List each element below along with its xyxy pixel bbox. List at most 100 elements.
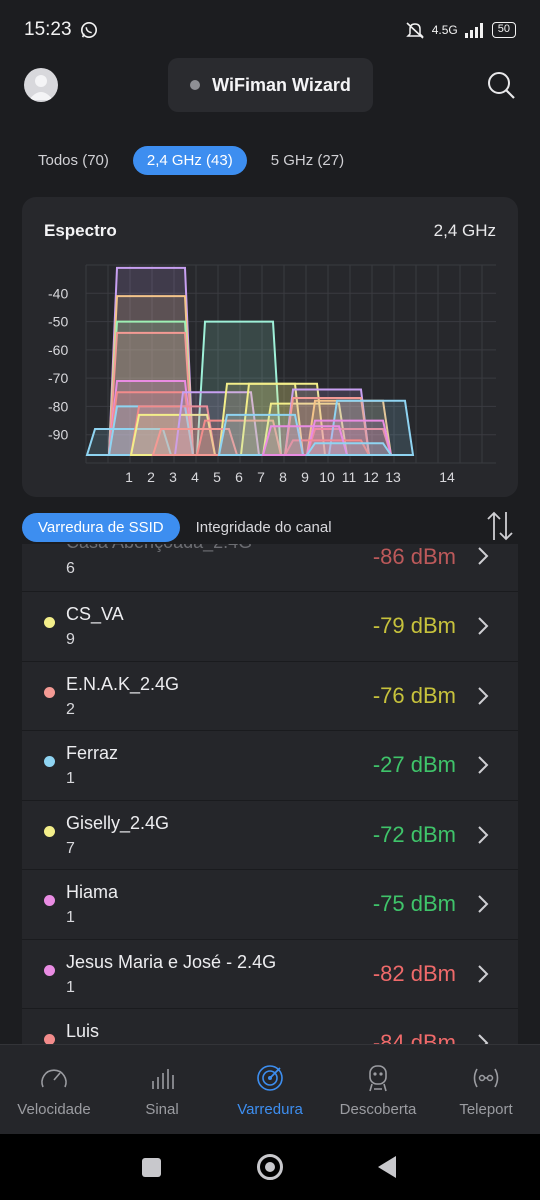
network-ssid: Ferraz — [66, 743, 119, 763]
nav-scan[interactable]: Varredura — [216, 1045, 324, 1134]
network-ssid: E.N.A.K_2.4G — [66, 673, 180, 694]
nav-discovery[interactable]: Descoberta — [324, 1045, 432, 1134]
tab-channel-health[interactable]: Integridade do canal — [195, 518, 332, 536]
network-list: Casa Abençoada_2.4G 6 -86 dBm CS_VA 9 -7… — [22, 544, 518, 1044]
signal-icon — [464, 23, 483, 38]
y-tick-label: -50 — [48, 314, 68, 330]
y-tick-label: -60 — [48, 342, 68, 358]
chevron-right-icon — [478, 547, 489, 565]
x-tick-label: 2 — [147, 469, 155, 485]
y-tick-label: -70 — [48, 370, 68, 386]
status-indicators: 4.5G 50 — [404, 21, 516, 39]
spectrum-title: Espectro — [44, 221, 117, 240]
filter-all[interactable]: Todos (70) — [38, 152, 109, 169]
network-channel: 1 — [66, 909, 75, 926]
mute-icon — [405, 22, 424, 39]
network-type: 4.5G — [431, 23, 458, 37]
network-ssid: Hiama — [66, 882, 119, 902]
nav-label: Sinal — [145, 1101, 179, 1118]
network-channel: 6 — [66, 560, 75, 577]
x-tick-label: 11 — [342, 469, 357, 485]
system-nav-bar — [0, 1134, 540, 1200]
recent-apps-button[interactable] — [142, 1158, 161, 1177]
scan-tabs: Varredura de SSID Integridade do canal — [22, 510, 518, 542]
network-color-dot — [44, 617, 55, 628]
network-signal: -84 dBm — [372, 1030, 456, 1044]
spectrum-band: 2,4 GHz — [433, 221, 496, 240]
home-button[interactable] — [257, 1154, 283, 1180]
app-header: WiFiman Wizard — [0, 56, 540, 114]
x-tick-label: 7 — [257, 469, 265, 485]
battery-indicator: 50 — [491, 22, 516, 38]
x-tick-label: 8 — [279, 469, 287, 485]
network-signal: -86 dBm — [372, 544, 456, 569]
chevron-right-icon — [478, 756, 489, 774]
network-ssid: Jesus Maria e José - 2.4G — [66, 951, 277, 972]
x-tick-label: 5 — [213, 469, 221, 485]
y-tick-label: -40 — [48, 285, 68, 301]
avatar[interactable] — [24, 68, 58, 102]
nav-speed[interactable]: Velocidade — [0, 1045, 108, 1134]
x-tick-label: 1 — [125, 469, 133, 485]
chevron-right-icon — [478, 1034, 489, 1044]
x-tick-label: 4 — [191, 469, 199, 485]
network-channel: 9 — [66, 631, 75, 648]
network-signal: -82 dBm — [372, 960, 456, 986]
channel-curve — [305, 442, 393, 456]
x-tick-label: 14 — [439, 469, 455, 485]
x-tick-label: 12 — [363, 469, 379, 485]
network-color-dot — [44, 1034, 55, 1044]
y-tick-label: -80 — [48, 398, 68, 414]
nav-signal[interactable]: Sinal — [108, 1045, 216, 1134]
spectrum-card: Espectro 2,4 GHz -40 -50 -60 -70 -80 -90 1 2 3 4 5… — [22, 197, 518, 497]
channel-curve — [151, 428, 239, 456]
spectrum-chart: -40-50-60-70-80-901 2 3 4 5 6 7 8 9 10 11 12 13 14 — [48, 264, 496, 485]
x-tick-label: 6 — [235, 469, 243, 485]
network-row[interactable]: E.N.A.K_2.4G 2 -76 dBm — [22, 661, 518, 731]
bottom-nav: Velocidade Sinal Varredura Descoberta — [0, 1044, 540, 1134]
network-ssid: Casa Abençoada_2.4G — [66, 544, 252, 553]
nav-teleport[interactable]: Teleport — [432, 1045, 540, 1134]
chevron-right-icon — [478, 964, 489, 983]
x-tick-label: 3 — [169, 469, 177, 485]
network-signal: -76 dBm — [372, 682, 456, 708]
chevron-right-icon — [478, 617, 489, 635]
teleport-icon — [473, 1068, 499, 1088]
search-icon[interactable] — [486, 70, 516, 100]
filter-5ghz[interactable]: 5 GHz (27) — [270, 152, 345, 169]
network-channel: 7 — [66, 839, 75, 857]
network-signal: -79 dBm — [372, 613, 456, 638]
network-color-dot — [44, 825, 55, 837]
nav-label: Descoberta — [339, 1101, 417, 1118]
network-signal: -27 dBm — [372, 752, 456, 777]
network-row[interactable]: Luis -84 dBm — [22, 1009, 518, 1044]
nav-label: Velocidade — [17, 1101, 91, 1118]
app-title-pill[interactable]: WiFiman Wizard — [168, 58, 373, 112]
network-row[interactable]: Giselly_2.4G 7 -72 dBm — [22, 800, 518, 870]
app-title: WiFiman Wizard — [212, 74, 351, 95]
network-row[interactable]: Jesus Maria e José - 2.4G 1 -82 dBm — [22, 939, 518, 1009]
network-channel: 2 — [66, 700, 75, 718]
network-row[interactable]: Casa Abençoada_2.4G 6 -86 dBm — [22, 544, 518, 592]
network-row[interactable]: CS_VA 9 -79 dBm — [22, 592, 518, 662]
status-bar: 15:23 4.5G 50 — [0, 0, 540, 60]
chevron-right-icon — [478, 895, 489, 913]
nav-label: Teleport — [459, 1101, 513, 1118]
x-tick-label: 13 — [385, 469, 401, 485]
radar-icon — [257, 1065, 283, 1091]
network-ssid: Giselly_2.4G — [66, 812, 170, 833]
back-button[interactable] — [378, 1156, 396, 1178]
user-icon — [29, 75, 53, 100]
sort-icon[interactable] — [486, 510, 514, 542]
speedometer-icon — [41, 1069, 67, 1088]
network-color-dot — [44, 964, 55, 976]
tab-ssid-scan[interactable]: Varredura de SSID — [22, 512, 180, 542]
connection-status-dot — [190, 80, 201, 90]
network-row[interactable]: Hiama 1 -75 dBm — [22, 870, 518, 940]
y-tick-label: -90 — [48, 427, 68, 443]
filter-2-4ghz[interactable]: 2,4 GHz (43) — [132, 146, 247, 175]
network-ssid: Luis — [66, 1021, 100, 1041]
network-row[interactable]: Ferraz 1 -27 dBm — [22, 731, 518, 801]
network-color-dot — [44, 756, 55, 767]
x-tick-label: 9 — [301, 469, 309, 485]
